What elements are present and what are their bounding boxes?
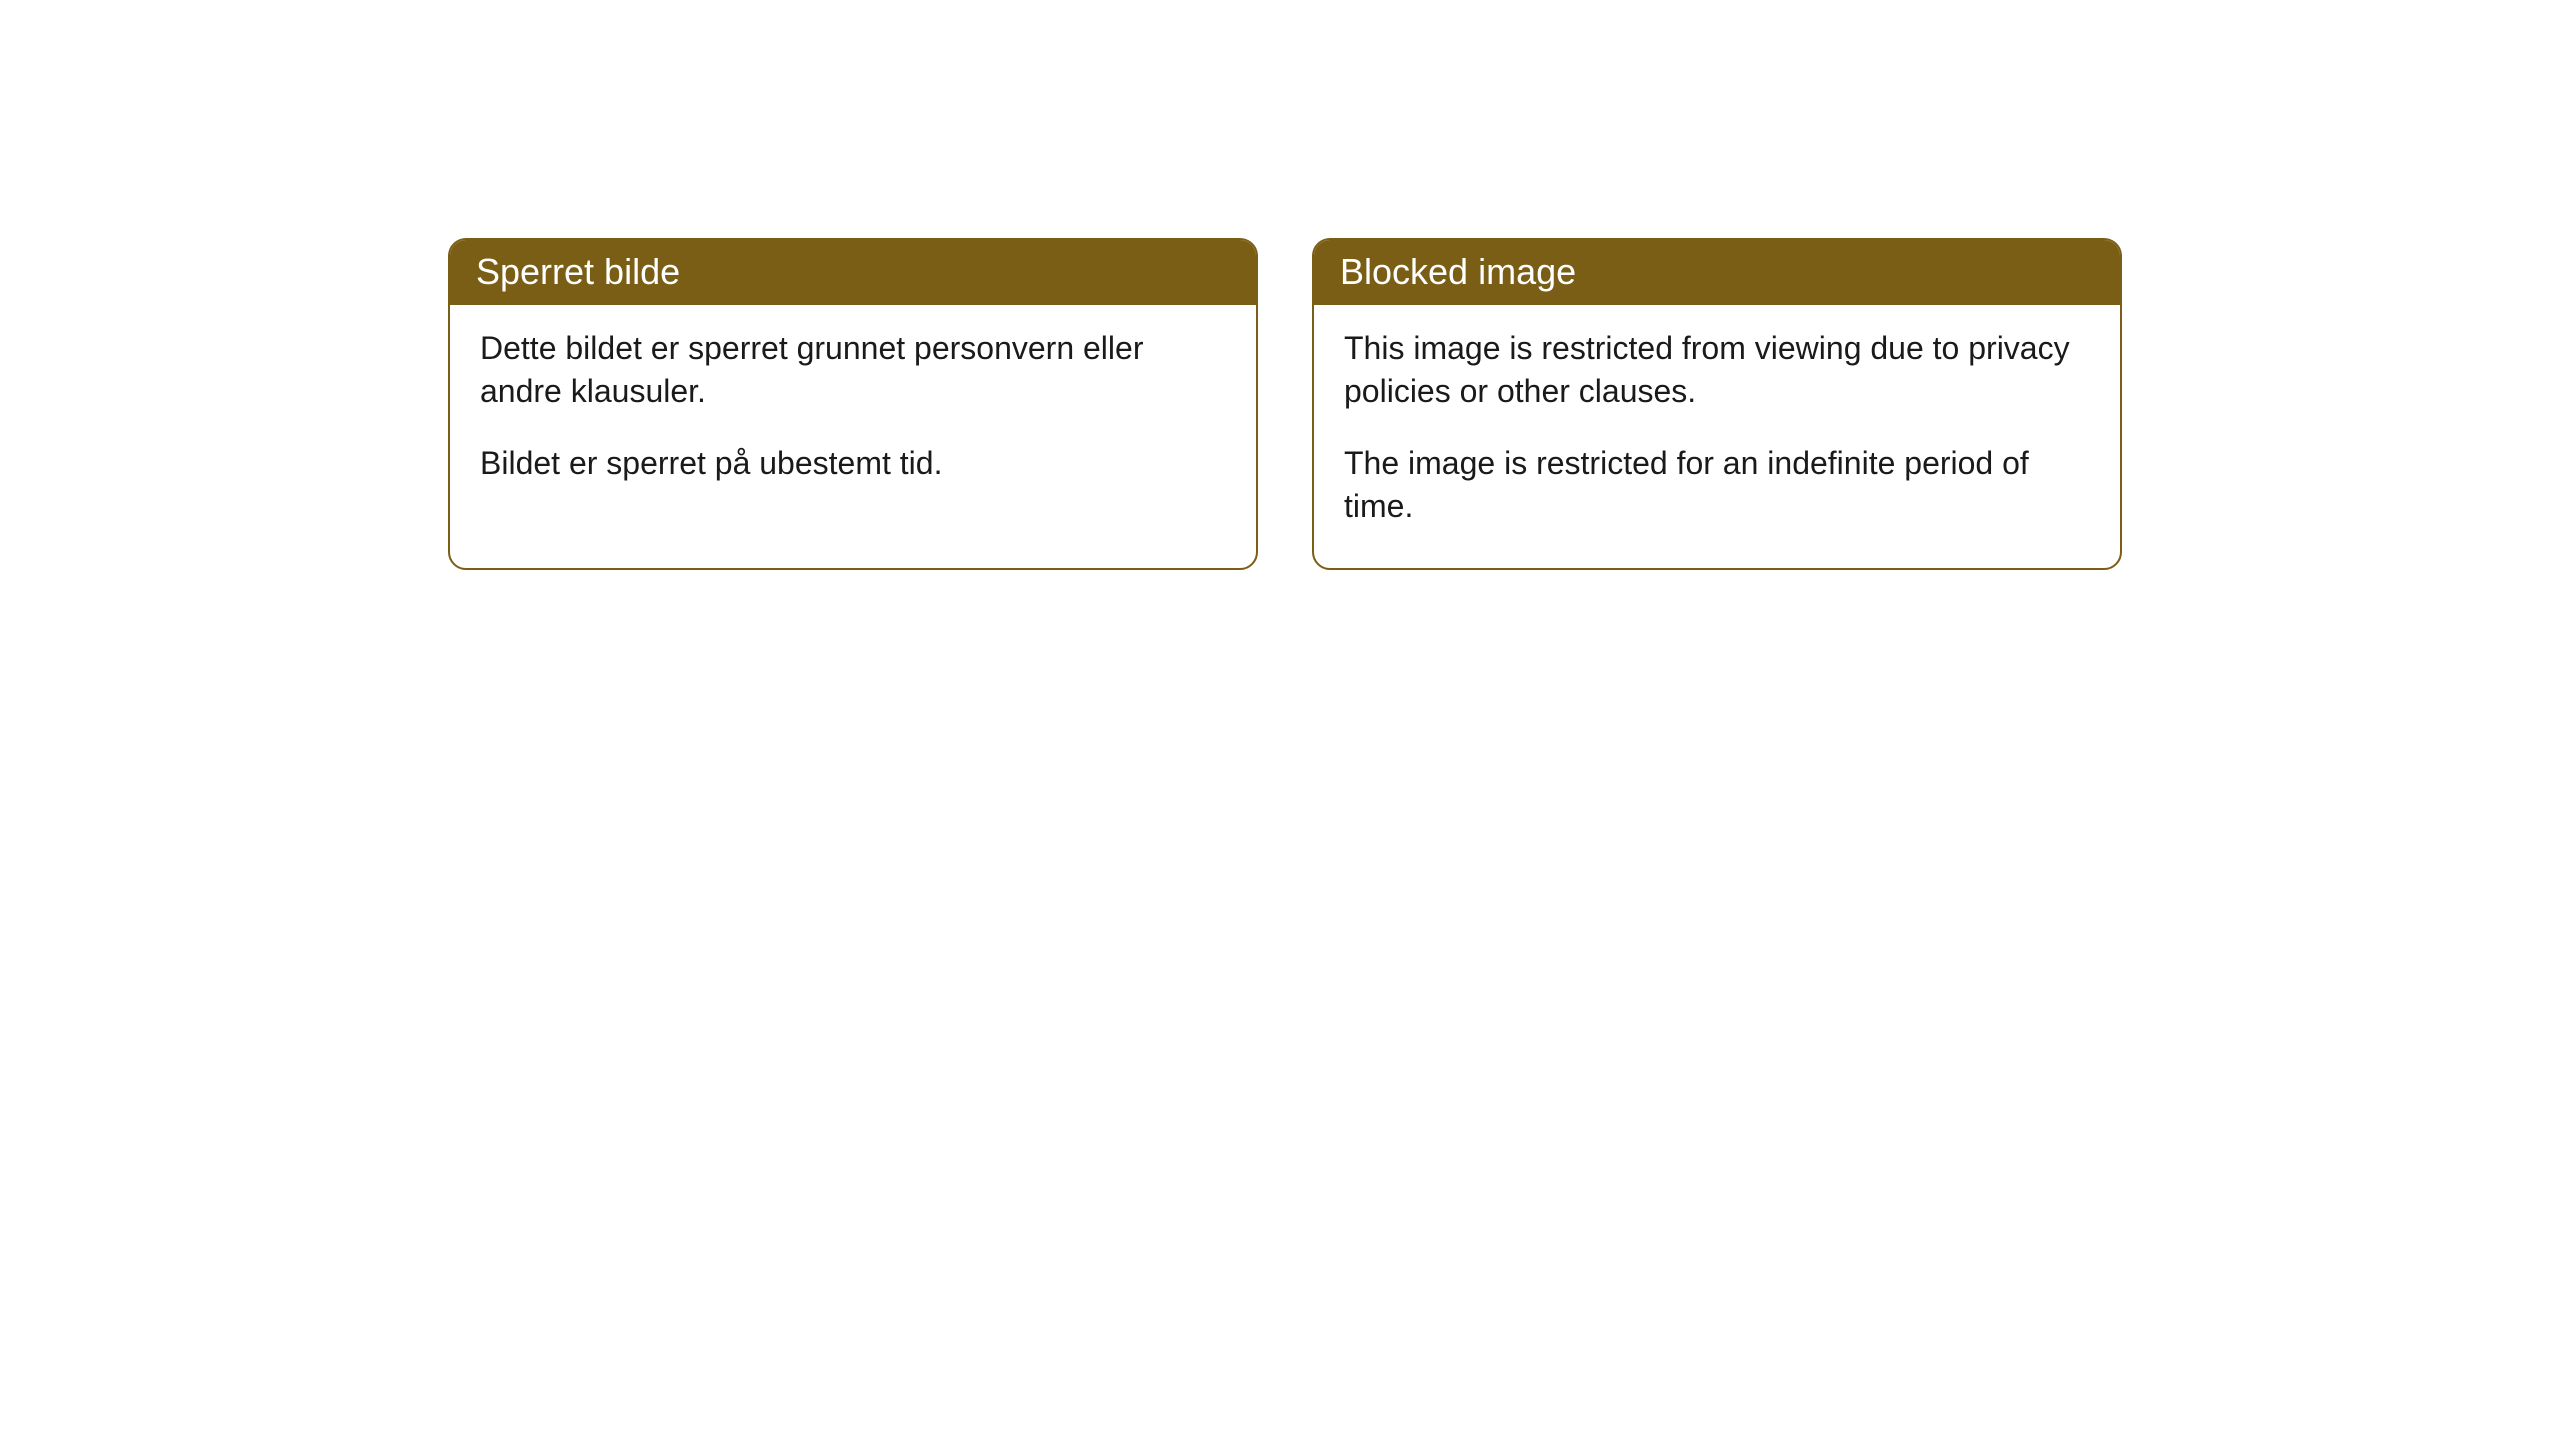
card-para2-en: The image is restricted for an indefinit…	[1344, 442, 2090, 528]
card-title-no: Sperret bilde	[450, 240, 1256, 305]
blocked-image-card-en: Blocked image This image is restricted f…	[1312, 238, 2122, 570]
cards-container: Sperret bilde Dette bildet er sperret gr…	[0, 0, 2560, 570]
card-body-en: This image is restricted from viewing du…	[1314, 305, 2120, 568]
card-para1-en: This image is restricted from viewing du…	[1344, 327, 2090, 413]
card-title-en: Blocked image	[1314, 240, 2120, 305]
card-body-no: Dette bildet er sperret grunnet personve…	[450, 305, 1256, 525]
card-para2-no: Bildet er sperret på ubestemt tid.	[480, 442, 1226, 485]
blocked-image-card-no: Sperret bilde Dette bildet er sperret gr…	[448, 238, 1258, 570]
card-para1-no: Dette bildet er sperret grunnet personve…	[480, 327, 1226, 413]
